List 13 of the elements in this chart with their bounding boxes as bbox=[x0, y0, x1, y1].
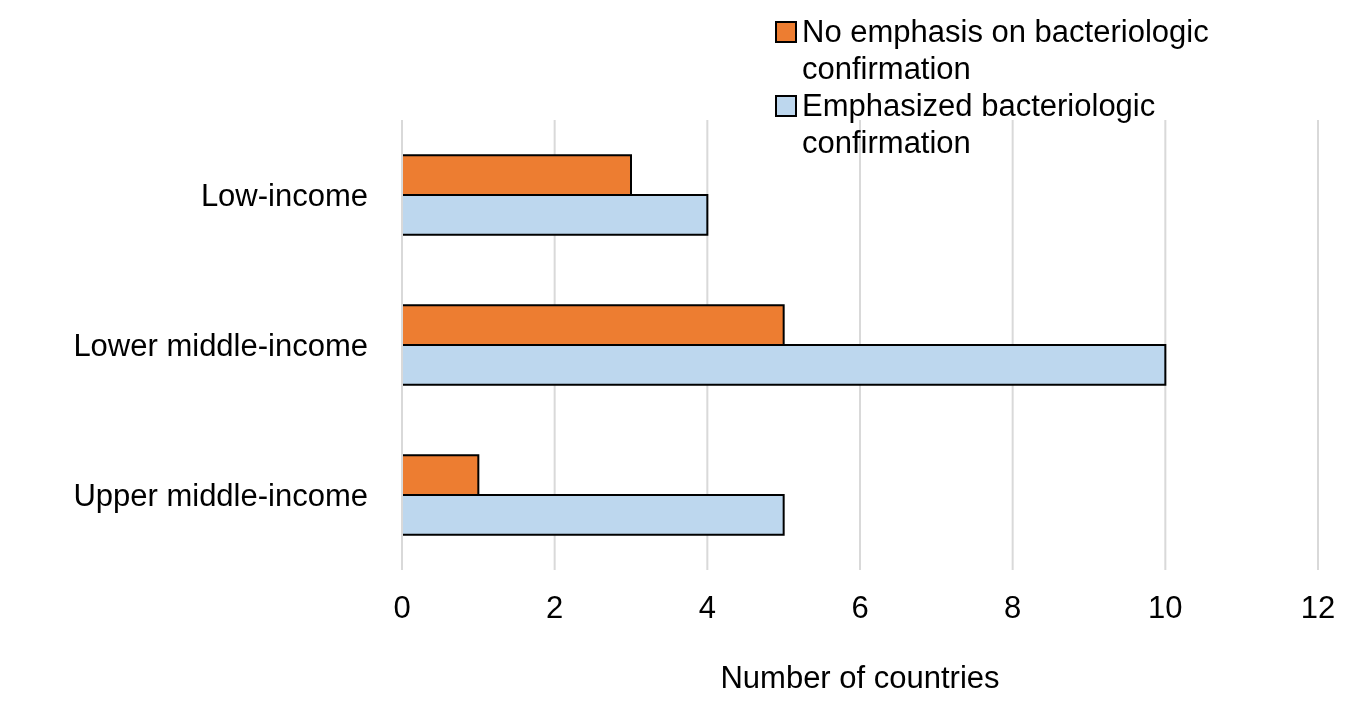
y-tick-label: Low-income bbox=[200, 178, 368, 213]
x-axis-title: Number of countries bbox=[720, 660, 1000, 695]
x-tick-label: 8 bbox=[1004, 590, 1022, 625]
x-tick-label: 0 bbox=[393, 590, 411, 625]
x-tick-label: 10 bbox=[1148, 590, 1183, 625]
y-tick-label: Upper middle-income bbox=[73, 478, 368, 513]
x-tick-label: 6 bbox=[851, 590, 869, 625]
legend-label: Emphasized bacteriologic confirmation bbox=[802, 88, 1156, 160]
legend-label: No emphasis on bacteriologic confirmation bbox=[802, 14, 1209, 86]
x-tick-label: 2 bbox=[546, 590, 564, 625]
x-tick-label: 12 bbox=[1300, 590, 1336, 625]
x-tick-label: 4 bbox=[698, 590, 716, 625]
y-tick-label: Lower middle-income bbox=[73, 328, 368, 363]
